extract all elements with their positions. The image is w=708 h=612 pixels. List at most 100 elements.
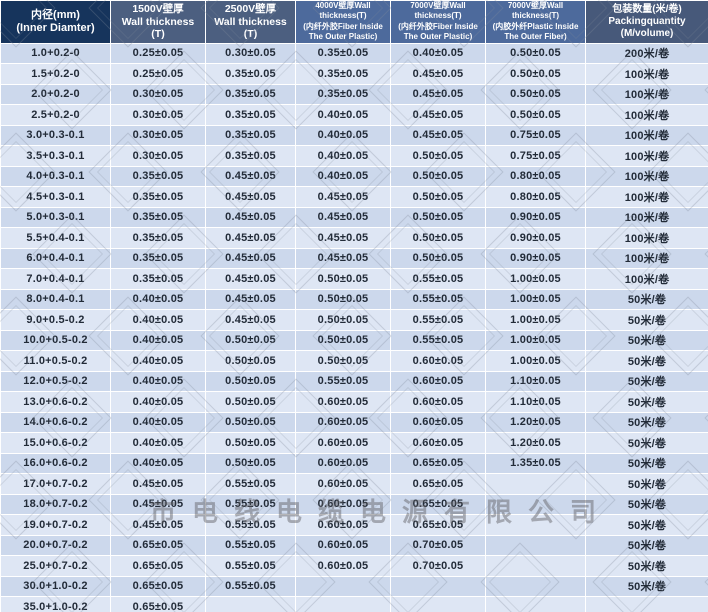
- table-row: 35.0+1.0-0.2 0.65±0.05: [0, 596, 708, 612]
- cell-inner-diameter: 4.5+0.3-0.1: [0, 186, 111, 208]
- cell-value: 0.65±0.05: [110, 555, 206, 577]
- cell-value: 0.75±0.05: [485, 145, 586, 167]
- cell-value: 1.10±0.05: [485, 370, 586, 393]
- cell-value: 0.55±0.05: [390, 268, 486, 290]
- cell-value: 0.25±0.05: [110, 63, 206, 85]
- cell-value: 100米/卷: [585, 268, 708, 290]
- cell-value: 50米/卷: [585, 288, 708, 311]
- cell-value: [390, 575, 486, 598]
- cell-value: 0.50±0.05: [390, 247, 486, 270]
- cell-value: 50米/卷: [585, 329, 708, 352]
- cell-value: 0.55±0.05: [390, 309, 486, 331]
- cell-value: 100米/卷: [585, 63, 708, 85]
- cell-value: 0.55±0.05: [205, 534, 296, 557]
- cell-value: [485, 555, 586, 577]
- cell-value: [485, 493, 586, 516]
- cell-inner-diameter: 3.0+0.3-0.1: [0, 124, 111, 147]
- cell-value: 0.50±0.05: [205, 391, 296, 413]
- cell-value: [585, 596, 708, 612]
- spec-table-header: 内径(mm) (Inner Diamter) 1500V壁厚 Wall thic…: [0, 0, 708, 44]
- cell-value: 0.50±0.05: [205, 452, 296, 475]
- cell-value: 1.00±0.05: [485, 309, 586, 331]
- cell-value: 0.60±0.05: [295, 452, 391, 475]
- cell-value: 0.55±0.05: [205, 555, 296, 577]
- cell-value: 0.40±0.05: [390, 42, 486, 65]
- cell-inner-diameter: 16.0+0.6-0.2: [0, 452, 111, 475]
- cell-value: 0.40±0.05: [295, 145, 391, 167]
- cell-value: 0.65±0.05: [110, 575, 206, 598]
- header-wall-2500v: 2500V壁厚 Wall thickness (T): [205, 0, 296, 44]
- cell-inner-diameter: 10.0+0.5-0.2: [0, 329, 111, 352]
- cell-inner-diameter: 3.5+0.3-0.1: [0, 145, 111, 167]
- cell-value: 0.45±0.05: [390, 63, 486, 85]
- table-row: 2.0+0.2-0 0.30±0.05 0.35±0.05 0.35±0.05 0.45…: [0, 83, 708, 106]
- cell-value: 0.65±0.05: [390, 452, 486, 475]
- cell-value: 0.60±0.05: [295, 534, 391, 557]
- cell-value: 0.90±0.05: [485, 247, 586, 270]
- cell-value: 0.55±0.05: [295, 370, 391, 393]
- cell-value: 0.40±0.05: [295, 104, 391, 126]
- cell-value: 50米/卷: [585, 432, 708, 454]
- cell-inner-diameter: 25.0+0.7-0.2: [0, 555, 111, 577]
- cell-inner-diameter: 30.0+1.0-0.2: [0, 575, 111, 598]
- cell-value: 0.40±0.05: [110, 309, 206, 331]
- table-row: 2.5+0.2-0 0.30±0.05 0.35±0.05 0.40±0.05 0.45…: [0, 104, 708, 126]
- cell-value: 50米/卷: [585, 370, 708, 393]
- cell-inner-diameter: 14.0+0.6-0.2: [0, 411, 111, 434]
- cell-value: [390, 596, 486, 612]
- header-row: 内径(mm) (Inner Diamter) 1500V壁厚 Wall thic…: [0, 0, 708, 44]
- cell-value: [295, 575, 391, 598]
- cell-value: 0.80±0.05: [485, 186, 586, 208]
- cell-value: 0.35±0.05: [110, 206, 206, 229]
- cell-value: 0.60±0.05: [390, 411, 486, 434]
- cell-value: 0.50±0.05: [390, 227, 486, 249]
- cell-value: 0.55±0.05: [205, 493, 296, 516]
- cell-value: 0.50±0.05: [295, 350, 391, 372]
- cell-value: 50米/卷: [585, 391, 708, 413]
- cell-value: 0.35±0.05: [295, 63, 391, 85]
- cell-value: 0.60±0.05: [295, 432, 391, 454]
- table-row: 12.0+0.5-0.2 0.40±0.05 0.50±0.05 0.55±0.05 0…: [0, 370, 708, 393]
- cell-inner-diameter: 5.0+0.3-0.1: [0, 206, 111, 229]
- table-row: 30.0+1.0-0.2 0.65±0.05 0.55±0.05 50米/卷: [0, 575, 708, 598]
- cell-inner-diameter: 4.0+0.3-0.1: [0, 165, 111, 188]
- cell-value: 0.45±0.05: [295, 247, 391, 270]
- cell-value: 0.45±0.05: [390, 124, 486, 147]
- cell-value: [485, 575, 586, 598]
- cell-value: 0.45±0.05: [205, 206, 296, 229]
- cell-value: 0.50±0.05: [390, 206, 486, 229]
- cell-inner-diameter: 2.0+0.2-0: [0, 83, 111, 106]
- cell-value: 0.50±0.05: [485, 104, 586, 126]
- cell-value: 50米/卷: [585, 452, 708, 475]
- cell-value: 0.30±0.05: [205, 42, 296, 65]
- table-row: 1.5+0.2-0 0.25±0.05 0.35±0.05 0.35±0.05 0.45…: [0, 63, 708, 85]
- cell-value: 0.35±0.05: [205, 104, 296, 126]
- cell-value: [485, 596, 586, 612]
- cell-inner-diameter: 13.0+0.6-0.2: [0, 391, 111, 413]
- cell-value: [485, 534, 586, 557]
- cell-inner-diameter: 15.0+0.6-0.2: [0, 432, 111, 454]
- cell-value: 0.30±0.05: [110, 124, 206, 147]
- cell-value: 50米/卷: [585, 473, 708, 495]
- cell-value: 0.55±0.05: [390, 288, 486, 311]
- cell-value: 0.45±0.05: [390, 104, 486, 126]
- cell-value: 100米/卷: [585, 206, 708, 229]
- table-row: 4.5+0.3-0.1 0.35±0.05 0.45±0.05 0.45±0.05 0.…: [0, 186, 708, 208]
- cell-value: 50米/卷: [585, 514, 708, 536]
- cell-inner-diameter: 17.0+0.7-0.2: [0, 473, 111, 495]
- cell-value: 100米/卷: [585, 165, 708, 188]
- cell-value: 0.35±0.05: [110, 186, 206, 208]
- table-row: 11.0+0.5-0.2 0.40±0.05 0.50±0.05 0.50±0.05 0…: [0, 350, 708, 372]
- cell-value: 1.00±0.05: [485, 329, 586, 352]
- cell-value: 0.65±0.05: [390, 514, 486, 536]
- cell-value: 0.35±0.05: [110, 247, 206, 270]
- cell-value: 100米/卷: [585, 247, 708, 270]
- cell-value: [485, 514, 586, 536]
- cell-value: 0.65±0.05: [390, 473, 486, 495]
- header-wall-4000v-fiber-inside: 4000V壁厚Wall thickness(T) (内纤外胶Fiber Insi…: [295, 0, 391, 44]
- cell-value: 50米/卷: [585, 575, 708, 598]
- cell-value: 0.45±0.05: [295, 206, 391, 229]
- cell-value: 0.25±0.05: [110, 42, 206, 65]
